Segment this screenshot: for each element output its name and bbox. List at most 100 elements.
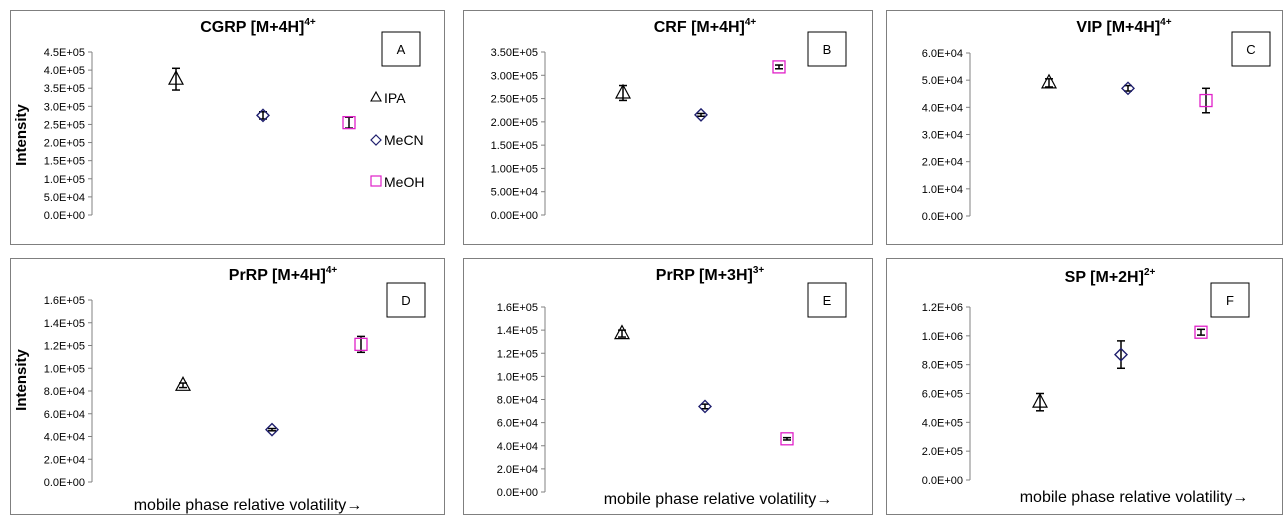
y-tick-label: 8.0E+04 bbox=[497, 395, 538, 407]
y-tick-label: 3.0E+05 bbox=[44, 101, 85, 113]
chart-title: CGRP [M+4H]4+ bbox=[200, 17, 316, 36]
y-tick-label: 1.0E+05 bbox=[497, 371, 538, 383]
chart-title: CRF [M+4H]4+ bbox=[654, 17, 757, 36]
panel-border bbox=[10, 10, 445, 245]
y-tick-label: 1.2E+05 bbox=[44, 341, 85, 353]
y-tick-label: 5.0E+04 bbox=[44, 192, 85, 204]
y-tick-label: 2.0E+05 bbox=[922, 446, 963, 458]
y-tick-label: 3.50E+05 bbox=[491, 47, 538, 59]
y-tick-label: 1.0E+05 bbox=[44, 363, 85, 375]
y-tick-label: 4.0E+05 bbox=[922, 417, 963, 429]
y-tick-label: 1.2E+05 bbox=[497, 348, 538, 360]
y-tick-label: 5.00E+04 bbox=[491, 187, 538, 199]
x-axis-label: mobile phase relative volatility→ bbox=[604, 491, 833, 508]
panel-label-box bbox=[1231, 31, 1271, 67]
y-tick-label: 3.00E+05 bbox=[491, 70, 538, 82]
data-point-ipa bbox=[614, 83, 632, 99]
panel-label-box bbox=[381, 31, 421, 67]
panel-border bbox=[10, 258, 445, 515]
y-axis-label: Intensity bbox=[13, 349, 30, 411]
chart-title: SP [M+2H]2+ bbox=[1065, 267, 1156, 286]
data-point-mecn bbox=[1121, 81, 1135, 96]
chart-panel-d: PrRP [M+4H]4+ D 0.0E+00 2.0E+04 4.0E+04 6.0E+… bbox=[10, 258, 445, 515]
panel-label-box bbox=[1210, 282, 1250, 318]
chart-panel-e: PrRP [M+3H]3+ E 0.0E+00 2.0E+04 4.0E+04 6.0E+… bbox=[463, 258, 873, 515]
y-tick-label: 2.50E+05 bbox=[491, 94, 538, 106]
y-tick-label: 1.4E+05 bbox=[497, 325, 538, 337]
y-tick-label: 0.0E+00 bbox=[44, 477, 85, 489]
y-tick-label: 2.0E+04 bbox=[497, 464, 538, 476]
y-tick-label: 4.0E+05 bbox=[44, 65, 85, 77]
y-tick-label: 4.0E+04 bbox=[497, 441, 538, 453]
y-tick-label: 1.0E+04 bbox=[922, 184, 963, 196]
y-tick-label: 3.5E+05 bbox=[44, 83, 85, 95]
chart-title: PrRP [M+4H]4+ bbox=[229, 265, 338, 284]
y-tick-label: 1.5E+05 bbox=[44, 156, 85, 168]
legend-label-meoh: MeOH bbox=[384, 174, 424, 190]
panel-label: B bbox=[823, 42, 832, 57]
panel-border bbox=[463, 10, 873, 245]
legend-label-mecn: MeCN bbox=[384, 132, 424, 148]
data-point-meoh bbox=[772, 60, 786, 74]
chart-panel-a: CGRP [M+4H]4+ A 0.0E+00 5.0E+04 1.0E+05 1.5E+… bbox=[10, 10, 445, 245]
y-tick-label: 2.5E+05 bbox=[44, 119, 85, 131]
y-tick-label: 1.0E+06 bbox=[922, 331, 963, 343]
y-tick-label: 1.6E+05 bbox=[497, 302, 538, 314]
y-tick-label: 4.0E+04 bbox=[922, 102, 963, 114]
panel-label-box bbox=[807, 31, 847, 67]
chart-panel-f: SP [M+2H]2+ F 0.0E+00 2.0E+05 4.0E+05 6.0E+05… bbox=[886, 258, 1283, 515]
panel-label: A bbox=[397, 42, 406, 57]
y-tick-label: 1.0E+05 bbox=[44, 174, 85, 186]
data-point-meoh bbox=[1194, 325, 1208, 339]
y-tick-label: 3.0E+04 bbox=[922, 130, 963, 142]
y-tick-label: 1.00E+05 bbox=[491, 163, 538, 175]
data-point-meoh bbox=[342, 115, 356, 130]
panel-label: D bbox=[401, 293, 410, 308]
panel-border bbox=[886, 10, 1283, 245]
y-tick-label: 5.0E+04 bbox=[922, 75, 963, 87]
x-axis-label: mobile phase relative volatility→ bbox=[134, 497, 363, 514]
data-point-ipa bbox=[1040, 73, 1058, 89]
legend-marker-ipa bbox=[370, 90, 382, 102]
x-axis-label: mobile phase relative volatility→ bbox=[1020, 489, 1249, 506]
y-tick-label: 0.0E+00 bbox=[922, 475, 963, 487]
panel-label-box bbox=[807, 282, 847, 318]
data-point-ipa bbox=[174, 376, 192, 391]
y-tick-label: 1.6E+05 bbox=[44, 295, 85, 307]
y-tick-label: 0.0E+00 bbox=[497, 487, 538, 499]
chart-title: PrRP [M+3H]3+ bbox=[656, 265, 765, 284]
data-point-ipa bbox=[167, 69, 185, 85]
y-tick-label: 0.0E+00 bbox=[44, 210, 85, 222]
data-point-mecn bbox=[1114, 347, 1128, 362]
panel-label: F bbox=[1226, 293, 1234, 308]
chart-panel-b: CRF [M+4H]4+ B 0.00E+00 5.00E+04 1.00E+05 1.5… bbox=[463, 10, 873, 245]
y-tick-label: 2.0E+04 bbox=[922, 157, 963, 169]
y-tick-label: 8.0E+04 bbox=[44, 386, 85, 398]
y-tick-label: 4.5E+05 bbox=[44, 47, 85, 59]
y-tick-label: 1.2E+06 bbox=[922, 302, 963, 314]
data-point-ipa bbox=[1031, 392, 1049, 408]
panel-border bbox=[463, 258, 873, 515]
y-tick-label: 6.0E+05 bbox=[922, 389, 963, 401]
data-point-mecn bbox=[694, 107, 708, 122]
panel-label: C bbox=[1246, 42, 1255, 57]
panel-label-box bbox=[386, 282, 426, 318]
chart-title: VIP [M+4H]4+ bbox=[1076, 17, 1171, 36]
legend-label-ipa: IPA bbox=[384, 90, 406, 106]
y-tick-label: 6.0E+04 bbox=[44, 409, 85, 421]
chart-panel-c: VIP [M+4H]4+ C 0.0E+00 1.0E+04 2.0E+04 3.0E+0… bbox=[886, 10, 1283, 245]
data-point-ipa bbox=[613, 324, 631, 340]
y-tick-label: 0.0E+00 bbox=[922, 211, 963, 223]
panel-label: E bbox=[823, 293, 832, 308]
data-point-mecn bbox=[698, 399, 712, 414]
y-tick-label: 4.0E+04 bbox=[44, 432, 85, 444]
y-tick-label: 2.0E+05 bbox=[44, 138, 85, 150]
y-tick-label: 1.4E+05 bbox=[44, 318, 85, 330]
data-point-meoh bbox=[780, 432, 794, 446]
y-tick-label: 6.0E+04 bbox=[497, 418, 538, 430]
y-tick-label: 2.0E+04 bbox=[44, 454, 85, 466]
legend-marker-mecn bbox=[370, 134, 382, 146]
data-point-mecn bbox=[256, 108, 270, 123]
y-tick-label: 1.50E+05 bbox=[491, 140, 538, 152]
